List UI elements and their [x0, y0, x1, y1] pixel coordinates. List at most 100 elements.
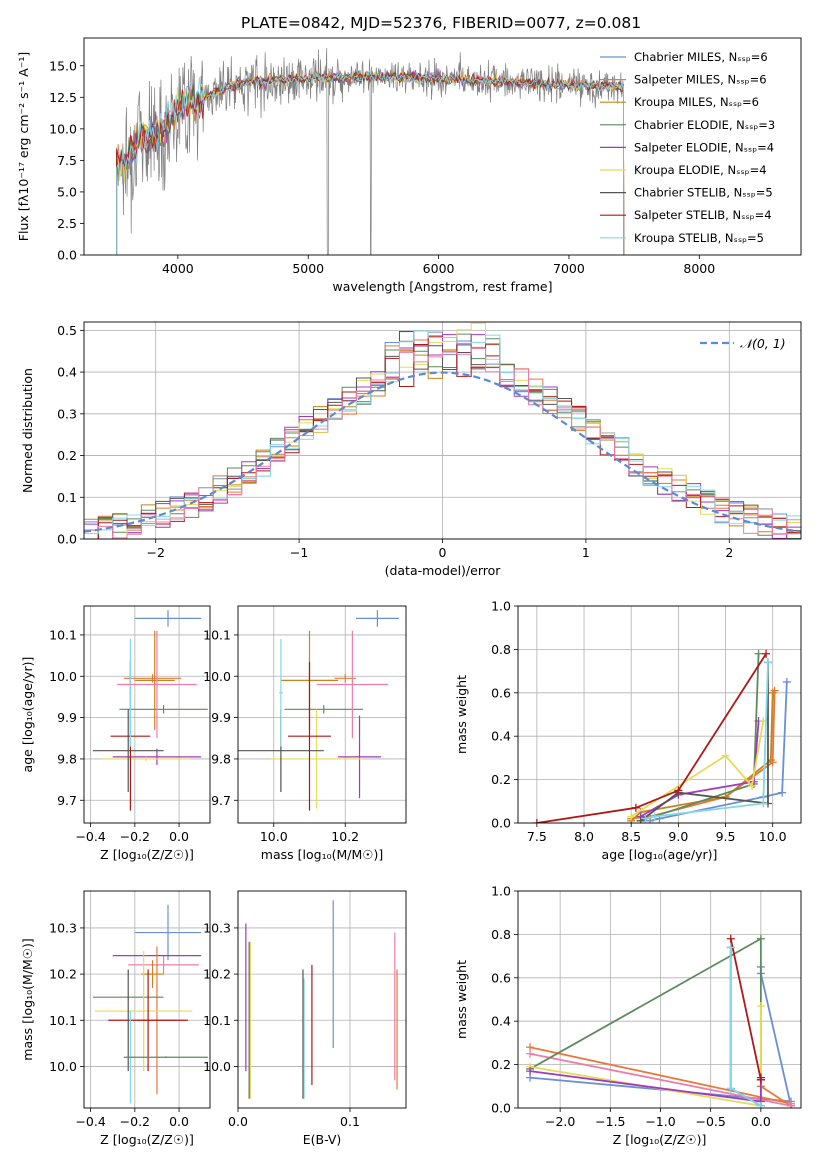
legend-entry: Kroupa MILES, Nₛₛₚ=6	[634, 95, 759, 109]
y-tick-label: 7.5	[57, 153, 77, 168]
panel-mass-vs-EBV: 0.0 0.1 10.0 10.1 10.2 10.3 E(B-V)	[203, 890, 407, 1147]
axes-frame	[83, 890, 211, 1109]
legend-entry: Chabrier STELIB, Nₛₛₚ=5	[634, 186, 773, 200]
x-tick-label: 8000	[683, 261, 715, 276]
y-tick-label: 0.3	[57, 406, 77, 421]
x-axis-label: Z [log₁₀(Z/Z☉)]	[100, 1132, 194, 1147]
legend-entry: Chabrier MILES, Nₛₛₚ=6	[634, 50, 768, 64]
x-tick-label: 0	[439, 545, 447, 560]
series-line	[729, 938, 762, 1080]
x-tick-label: 7000	[553, 261, 585, 276]
series-marker	[762, 649, 771, 658]
x-tick-label: 7.5	[527, 829, 547, 844]
series-line	[630, 720, 765, 818]
x-tick-label: −0.4	[75, 1114, 105, 1129]
x-tick-label: −0.2	[120, 829, 150, 844]
x-tick-label: 8.5	[621, 829, 641, 844]
panel-age-vs-Z: −0.4 −0.2 0.0 9.7 9.8 9.9 10.0 10.1 Z [log₁₀(Z/Z…	[20, 605, 211, 862]
y-axis-label: Normed distribution	[20, 368, 35, 493]
x-tick-label: −1.0	[645, 1114, 675, 1129]
panel-mass-vs-Z: −0.4 −0.2 0.0 10.0 10.1 10.2 10.3 Z [log₁₀(Z/Z☉…	[20, 890, 211, 1147]
panel-residuals: −2 −1 0 1 2 0.0 0.1 0.2 0.3 0.4 0.5 (data-model)/er…	[20, 321, 802, 578]
y-tick-label: 0.4	[491, 1014, 511, 1029]
series-line	[536, 653, 767, 823]
x-tick-label: 6000	[423, 261, 455, 276]
series-marker	[726, 934, 735, 943]
x-axis-label: Z [log₁₀(Z/Z☉)]	[613, 1132, 707, 1147]
y-tick-label: 0.8	[491, 927, 511, 942]
y-tick-label: 10.3	[203, 920, 231, 935]
legend-entry: Salpeter ELODIE, Nₛₛₚ=4	[634, 140, 774, 154]
y-tick-label: 10.1	[203, 627, 231, 642]
y-tick-label: 10.2	[49, 967, 77, 982]
x-tick-label: 8.0	[574, 829, 594, 844]
x-tick-label: 10.2	[331, 829, 359, 844]
y-tick-label: 0.4	[491, 729, 511, 744]
series-marker	[721, 751, 730, 760]
x-tick-label: −2	[146, 545, 164, 560]
x-axis-label: mass [log₁₀(M/M☉)]	[261, 847, 383, 862]
axes-frame	[237, 890, 407, 1109]
y-tick-label: 9.7	[211, 793, 231, 808]
y-tick-label: 0.0	[491, 1101, 511, 1116]
plot-area	[84, 322, 801, 539]
series-marker	[756, 1073, 765, 1082]
series-marker	[778, 788, 787, 797]
axes-frame	[83, 37, 802, 256]
y-tick-label: 0.5	[57, 323, 77, 338]
y-tick-label: 15.0	[49, 58, 77, 73]
series-marker	[756, 934, 765, 943]
series-marker	[759, 799, 768, 808]
y-tick-label: 12.5	[49, 90, 77, 105]
x-tick-label: −2.0	[545, 1114, 575, 1129]
y-tick-label: 0.0	[57, 532, 77, 547]
x-axis-label: E(B-V)	[303, 1132, 342, 1147]
series-marker	[747, 782, 756, 791]
series-marker	[782, 677, 791, 686]
x-tick-label: −0.4	[75, 829, 105, 844]
y-axis-label: mass [log₁₀(M/M☉)]	[20, 938, 35, 1060]
y-tick-label: 10.1	[49, 1013, 77, 1028]
x-tick-label: 1	[582, 545, 590, 560]
series-line	[729, 947, 762, 1107]
y-tick-label: 0.0	[491, 816, 511, 831]
x-tick-label: 9.5	[716, 829, 736, 844]
y-tick-label: 0.2	[491, 772, 511, 787]
y-tick-label: 9.9	[211, 710, 231, 725]
y-tick-label: 10.0	[49, 1059, 77, 1074]
y-tick-label: 10.3	[49, 920, 77, 935]
x-tick-label: −1	[290, 545, 308, 560]
plot-area	[245, 900, 398, 1099]
y-tick-label: 0.0	[57, 248, 77, 263]
y-tick-label: 10.0	[203, 1059, 231, 1074]
legend-entry: Salpeter STELIB, Nₛₛₚ=4	[634, 208, 772, 222]
series-marker	[754, 649, 763, 658]
series-marker	[650, 812, 659, 821]
y-tick-label: 10.1	[203, 1013, 231, 1028]
x-tick-label: 10.0	[260, 829, 288, 844]
series-line	[645, 662, 769, 820]
y-tick-label: 2.5	[57, 216, 77, 231]
series-marker	[786, 1099, 795, 1108]
y-axis-label: age [log₁₀(age/yr)]	[20, 657, 35, 773]
y-tick-label: 10.0	[203, 669, 231, 684]
panel-weight-vs-age: 7.5 8.0 8.5 9.0 9.5 10.0 0.0 0.2 0.4 0.6 0.8 1.0 age…	[454, 599, 802, 862]
y-tick-label: 1.0	[491, 884, 511, 899]
series-marker	[768, 688, 777, 697]
y-tick-label: 5.0	[57, 184, 77, 199]
figure-title: PLATE=0842, MJD=52376, FIBERID=0077, z=0…	[241, 14, 641, 32]
histogram-4	[84, 334, 801, 539]
panel-weight-vs-Z: −2.0 −1.5 −1.0 −0.5 0.0 0.0 0.2 0.4 0.6 0.8 1.0 Z […	[454, 884, 802, 1147]
series-marker	[526, 1049, 535, 1058]
series-marker	[721, 792, 730, 801]
series-normal-curve	[84, 371, 801, 533]
series-marker	[532, 819, 541, 823]
plot-area	[532, 649, 791, 823]
y-tick-label: 0.2	[57, 448, 77, 463]
x-tick-label: 4000	[162, 261, 194, 276]
series-marker	[627, 812, 636, 821]
series-marker	[726, 943, 735, 952]
axes-frame	[237, 605, 407, 824]
y-tick-label: 10.1	[49, 627, 77, 642]
